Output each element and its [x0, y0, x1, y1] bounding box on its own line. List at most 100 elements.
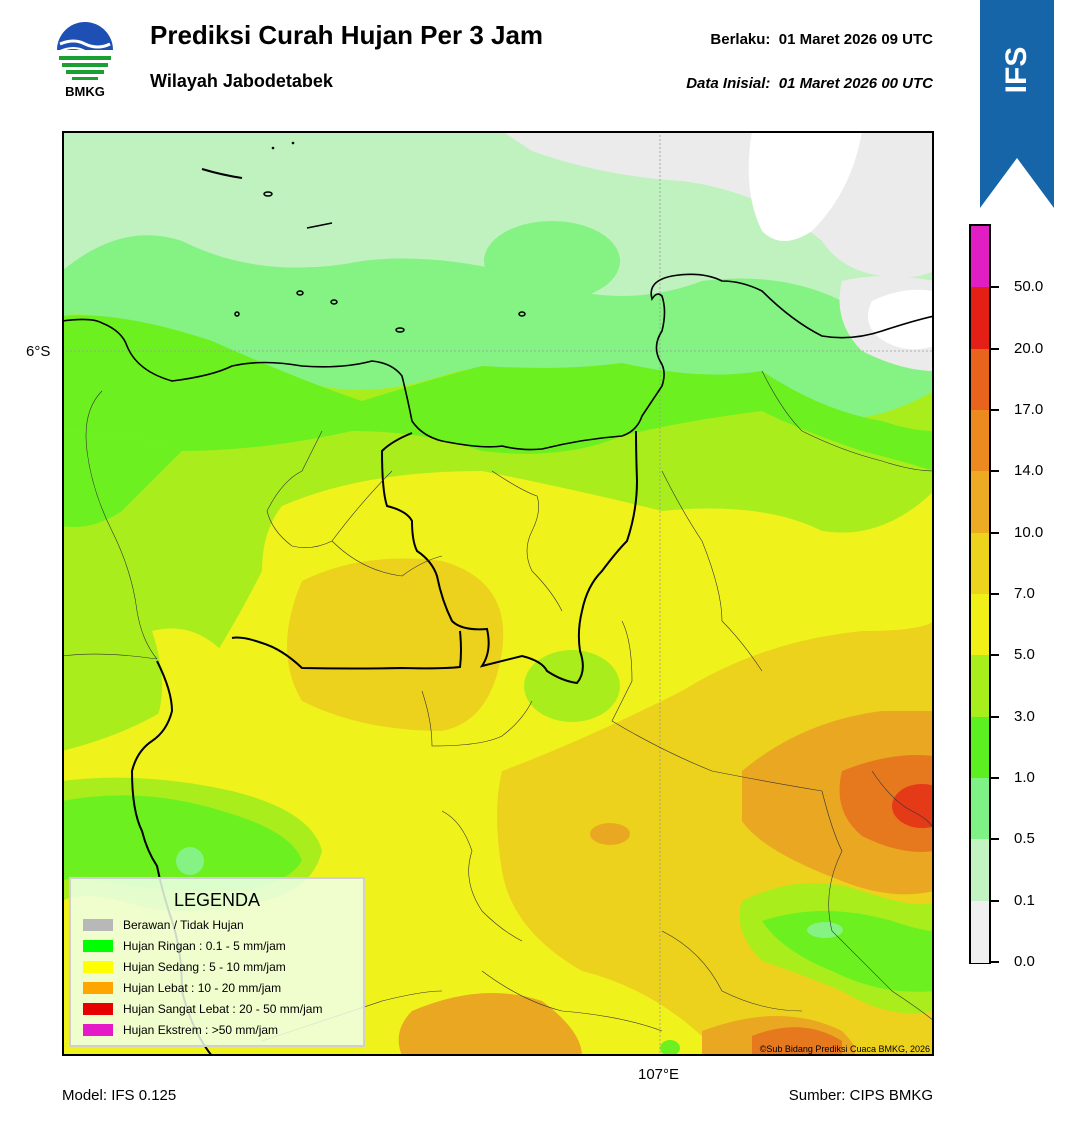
colorbar-tick [991, 961, 999, 963]
colorbar-tick-label: 1.0 [1014, 769, 1035, 786]
rain-yellow-green-blob [524, 650, 620, 722]
rain-orange-east [742, 711, 934, 895]
colorbar-tick-label: 20.0 [1014, 339, 1044, 357]
map-frame [62, 131, 934, 1056]
legend-label: Berawan / Tidak Hujan [123, 918, 244, 932]
colorbar-segment [971, 348, 989, 411]
island [234, 311, 240, 317]
rain-green-west [62, 431, 182, 527]
rain-green-southwest [62, 795, 302, 891]
colorbar [969, 224, 991, 964]
rain-red-core [892, 784, 934, 828]
no-rain-core-north [748, 131, 862, 241]
legend-title: LEGENDA [173, 890, 261, 910]
island [291, 141, 295, 145]
lon-label: 107°E [638, 1066, 680, 1083]
rain-dark-yellow-west [287, 558, 504, 731]
island [330, 299, 338, 305]
colorbar-tick [991, 838, 999, 841]
colorbar-tick [991, 593, 999, 595]
island [395, 327, 405, 333]
island [263, 191, 273, 197]
district-borders [62, 370, 934, 1042]
legend-label: Hujan Sangat Lebat : 20 - 50 mm/jam [123, 1002, 323, 1016]
colorbar-tick-label: 5.0 [1014, 646, 1035, 664]
rainfall-map [62, 131, 934, 1056]
coastline [62, 273, 934, 451]
legend-label: Hujan Sedang : 5 - 10 mm/jam [123, 960, 286, 974]
valid-time: Berlaku: 01 Maret 2026 09 UTC [710, 31, 933, 48]
colorbar-segment [971, 410, 989, 472]
colorbar-tick-label: 3.0 [1014, 707, 1035, 725]
rain-green-spot-south [660, 1040, 680, 1056]
initial-time: Data Inisial: 01 Maret 2026 00 UTC [686, 75, 933, 92]
island [306, 222, 333, 229]
legend-item: Hujan Lebat : 10 - 20 mm/jam [83, 980, 281, 996]
rain-dark-orange-south [752, 1027, 842, 1056]
legend-swatch [83, 940, 113, 952]
legend-swatch [83, 919, 113, 931]
legend-label: Hujan Lebat : 10 - 20 mm/jam [123, 981, 282, 995]
island [518, 311, 526, 317]
legend-item: Hujan Sangat Lebat : 20 - 50 mm/jam [83, 1001, 322, 1017]
colorbar-tick [991, 654, 999, 657]
legend-swatch [83, 1024, 113, 1036]
legend-label: Hujan Ringan : 0.1 - 5 mm/jam [123, 939, 286, 953]
colorbar-segment [971, 655, 989, 718]
legend-swatch [83, 961, 113, 973]
colorbar-tick [991, 347, 999, 350]
map-credit: ©Sub Bidang Prediksi Cuaca BMKG, 2026 [759, 1044, 930, 1054]
colorbar-tick-label: 0.0 [1014, 953, 1035, 970]
colorbar-tick [991, 777, 999, 779]
colorbar-segment [971, 532, 989, 595]
colorbar-segment [971, 839, 989, 902]
colorbar-tick-label: 14.0 [1014, 462, 1044, 480]
legend-item: Berawan / Tidak Hujan [83, 917, 244, 933]
rain-green-southeast [762, 911, 934, 992]
colorbar-segment [971, 471, 989, 534]
province-border [231, 630, 462, 670]
colorbar-tick [991, 409, 999, 411]
legend-item: Hujan Ringan : 0.1 - 5 mm/jam [83, 938, 286, 954]
legend-box: LEGENDA Berawan / Tidak Hujan Hujan Ring… [69, 877, 365, 1047]
rain-orange-spot [590, 823, 630, 845]
rain-dark-orange-east [839, 755, 934, 852]
legend-swatch [83, 982, 113, 994]
colorbar-tick [991, 899, 999, 902]
legend-label: Hujan Ekstrem : >50 mm/jam [123, 1023, 279, 1037]
rain-orange-south [398, 993, 582, 1056]
source-label: Sumber: CIPS BMKG [788, 1087, 933, 1104]
colorbar-tick-label: 10.0 [1014, 523, 1044, 541]
island [296, 290, 304, 296]
island [201, 168, 243, 179]
legend-item: Hujan Ekstrem : >50 mm/jam [83, 1022, 278, 1038]
colorbar-segment [971, 287, 989, 350]
colorbar-tick [991, 470, 999, 473]
no-rain-core-east [868, 289, 934, 350]
colorbar-tick [991, 715, 999, 718]
rain-green-band [62, 315, 934, 471]
bmkg-logo-icon [57, 22, 113, 80]
legend-swatch [83, 1003, 113, 1015]
rain-mid-green-blob [484, 221, 620, 301]
colorbar-segment [971, 594, 989, 656]
rain-mid-green-spot-southeast [807, 922, 843, 938]
colorbar-tick-label: 17.0 [1014, 401, 1044, 418]
lat-label: 6°S [26, 343, 51, 360]
rain-mid-green-spot [176, 847, 204, 875]
colorbar-tick-label: 0.1 [1014, 891, 1035, 909]
colorbar-tick [991, 531, 999, 534]
colorbar-tick [991, 286, 999, 289]
colorbar-segment [971, 226, 989, 288]
island [271, 146, 275, 150]
model-label: Model: IFS 0.125 [62, 1087, 177, 1104]
ifs-ribbon-label: IFS [1000, 46, 1033, 94]
province-border [380, 430, 639, 685]
colorbar-tick-label: 50.0 [1014, 278, 1044, 296]
legend-item: Hujan Sedang : 5 - 10 mm/jam [83, 959, 286, 975]
page-subtitle: Wilayah Jabodetabek [150, 71, 333, 91]
logo-text: BMKG [65, 84, 105, 99]
colorbar-tick-label: 0.5 [1014, 830, 1035, 848]
ifs-ribbon-icon [980, 0, 1054, 208]
colorbar-segment [971, 778, 989, 840]
